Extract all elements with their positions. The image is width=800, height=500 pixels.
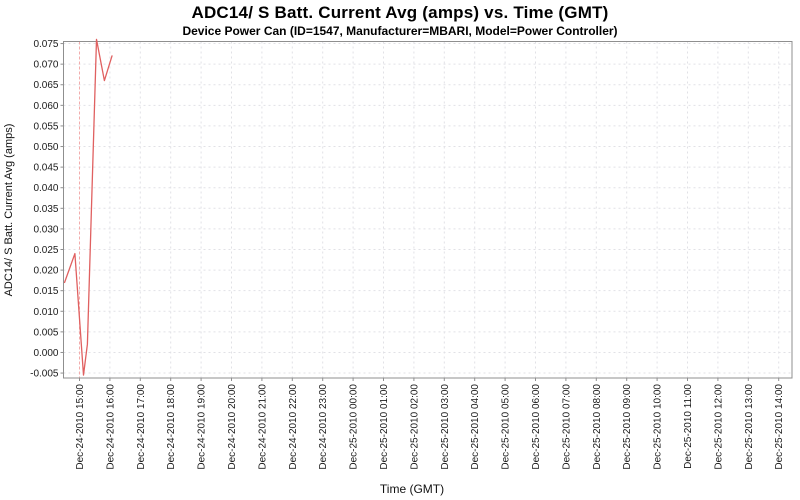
y-tick-label: 0.000	[33, 348, 58, 359]
y-tick-label: 0.040	[33, 183, 58, 194]
x-tick-label: Dec-25-2010 14:00	[774, 384, 785, 470]
y-tick-label: 0.050	[33, 142, 58, 153]
y-tick-label: 0.045	[33, 163, 58, 174]
x-tick-label: Dec-25-2010 08:00	[592, 384, 603, 470]
x-tick-label: Dec-24-2010 19:00	[197, 384, 208, 470]
y-axis-label: ADC14/ S Batt. Current Avg (amps)	[3, 123, 15, 297]
chart-subtitle: Device Power Can (ID=1547, Manufacturer=…	[182, 24, 618, 38]
y-tick-label: 0.005	[33, 327, 58, 338]
y-tick-label: 0.020	[33, 266, 58, 277]
y-tick-label: 0.025	[33, 245, 58, 256]
x-tick-label: Dec-24-2010 18:00	[166, 384, 177, 470]
x-tick-label: Dec-24-2010 22:00	[288, 384, 299, 470]
x-tick-label: Dec-25-2010 01:00	[379, 384, 390, 470]
x-tick-label: Dec-25-2010 10:00	[653, 384, 664, 470]
x-tick-label: Dec-24-2010 21:00	[257, 384, 268, 470]
y-tick-label: 0.075	[33, 39, 58, 50]
x-tick-label: Dec-24-2010 15:00	[75, 384, 86, 470]
x-tick-label: Dec-25-2010 06:00	[531, 384, 542, 470]
y-tick-label: 0.030	[33, 224, 58, 235]
x-tick-label: Dec-25-2010 11:00	[683, 384, 694, 469]
x-tick-label: Dec-25-2010 02:00	[409, 384, 420, 470]
y-tick-label: 0.070	[33, 60, 58, 71]
y-tick-label: 0.035	[33, 204, 58, 215]
plot-border	[63, 41, 793, 379]
chart-title: ADC14/ S Batt. Current Avg (amps) vs. Ti…	[191, 3, 609, 22]
series-line	[63, 38, 113, 376]
x-tick-label: Dec-24-2010 23:00	[318, 384, 329, 470]
x-tick-label: Dec-25-2010 13:00	[744, 384, 755, 470]
x-tick-label: Dec-25-2010 03:00	[440, 384, 451, 470]
y-tick-label: 0.060	[33, 101, 58, 112]
x-tick-label: Dec-25-2010 12:00	[713, 384, 724, 470]
x-tick-label: Dec-24-2010 16:00	[105, 384, 116, 470]
x-tick-label: Dec-25-2010 09:00	[622, 384, 633, 470]
y-tick-label: 0.015	[33, 286, 58, 297]
y-tick-label: -0.005	[30, 369, 59, 380]
y-tick-label: 0.010	[33, 307, 58, 318]
y-tick-label: 0.065	[33, 80, 58, 91]
x-tick-label: Dec-25-2010 00:00	[349, 384, 360, 470]
x-tick-label: Dec-25-2010 05:00	[501, 384, 512, 470]
x-tick-label: Dec-24-2010 17:00	[136, 384, 147, 470]
x-tick-label: Dec-24-2010 20:00	[227, 384, 238, 470]
x-tick-label: Dec-25-2010 07:00	[561, 384, 572, 470]
x-axis-label: Time (GMT)	[379, 482, 445, 496]
x-tick-label: Dec-25-2010 04:00	[470, 384, 481, 470]
y-tick-label: 0.055	[33, 121, 58, 132]
